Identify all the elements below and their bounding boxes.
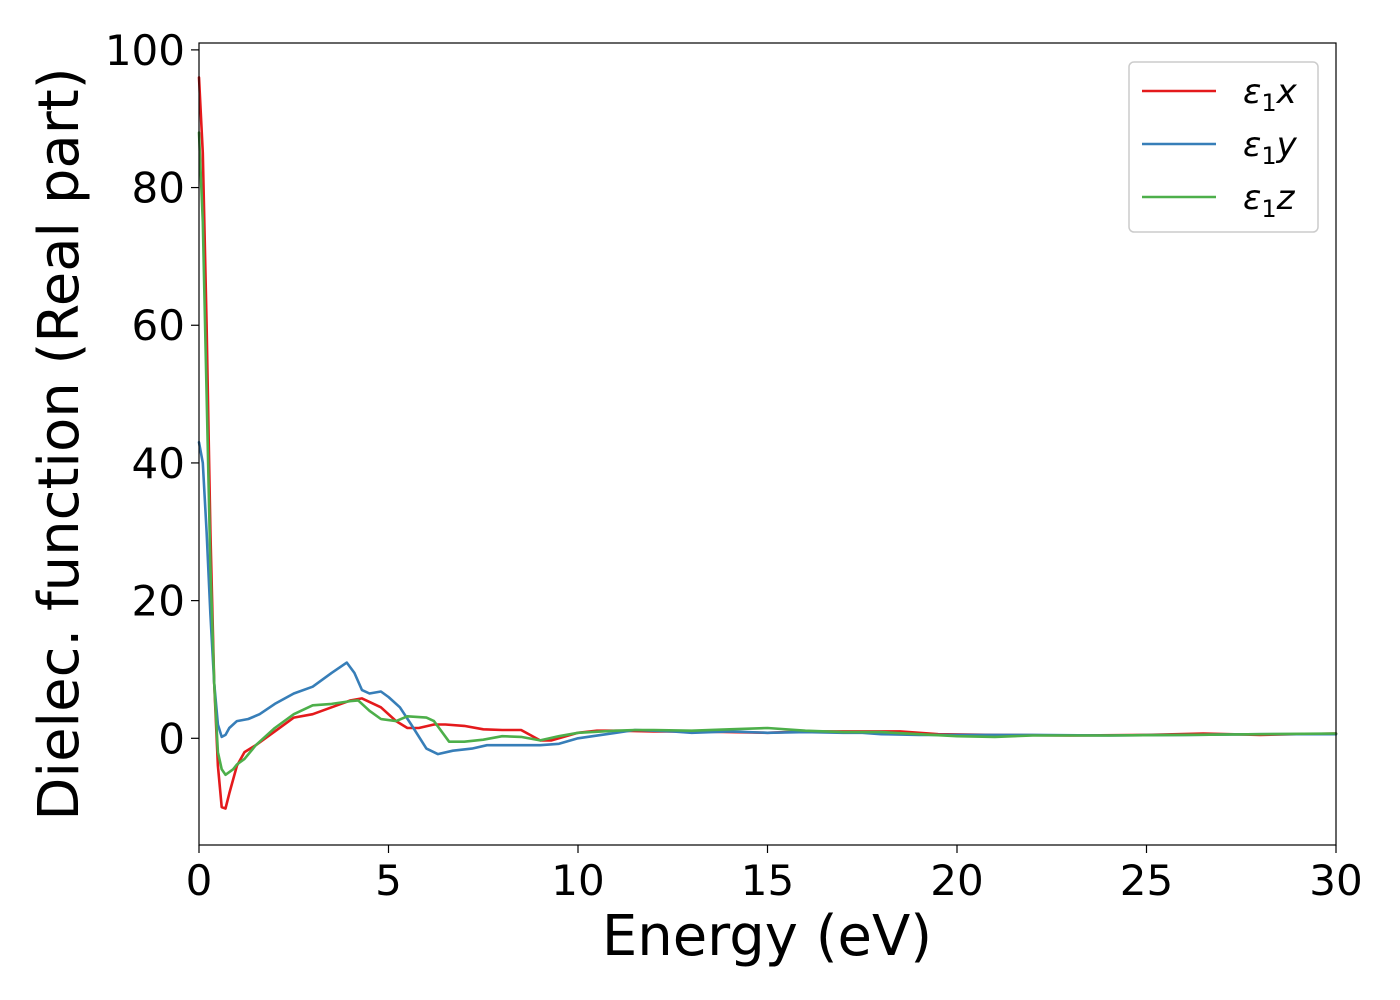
x-tick-label: 10 <box>551 856 604 905</box>
y-tick-label: 0 <box>158 714 185 763</box>
x-tick-label: 5 <box>375 856 402 905</box>
y-tick-label: 20 <box>132 577 185 626</box>
legend-label-y: ε1y <box>1243 125 1298 170</box>
x-axis-ticks: 0 5 10 15 20 25 30 <box>186 845 1363 905</box>
x-axis-title: Energy (eV) <box>602 904 932 969</box>
series-layer <box>197 76 1338 810</box>
legend: ε1x ε1y ε1z <box>1128 61 1319 233</box>
legend-box <box>1128 61 1319 233</box>
x-tick-label: 30 <box>1309 856 1362 905</box>
x-tick-label: 15 <box>741 856 794 905</box>
x-tick-label: 0 <box>186 856 213 905</box>
y-tick-label: 100 <box>105 26 185 75</box>
y-tick-label: 80 <box>132 164 185 213</box>
series-line-z <box>197 131 1338 777</box>
y-axis-ticks: 0 20 40 60 80 100 <box>105 26 199 763</box>
legend-label-x: ε1x <box>1243 72 1298 117</box>
y-axis-title: Dielec. function (Real part) <box>27 67 92 820</box>
y-tick-label: 60 <box>132 301 185 350</box>
y-tick-label: 40 <box>132 439 185 488</box>
x-tick-label: 20 <box>930 856 983 905</box>
legend-label-z: ε1z <box>1243 178 1296 223</box>
x-tick-label: 25 <box>1120 856 1173 905</box>
